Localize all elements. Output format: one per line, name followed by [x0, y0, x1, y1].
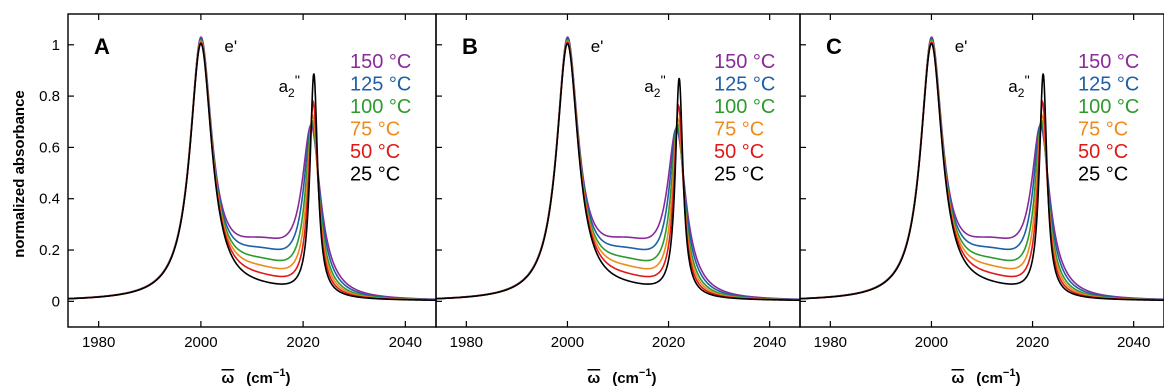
- x-tick-label: 2040: [753, 334, 786, 351]
- y-tick-label: 0.8: [39, 88, 60, 105]
- x-tick-label: 2020: [1016, 334, 1049, 351]
- legend-entry: 100 °C: [350, 96, 411, 118]
- x-tick-label: 2020: [286, 334, 319, 351]
- x-axis-title: ω (cm−1): [222, 367, 291, 387]
- x-tick-label: 1980: [82, 334, 115, 351]
- legend-entry: 50 °C: [1078, 141, 1128, 163]
- x-tick-label: 2020: [652, 334, 685, 351]
- x-tick-label: 2000: [551, 334, 584, 351]
- legend-entry: 125 °C: [350, 74, 411, 96]
- curves: [799, 36, 1164, 302]
- x-axis-title: ω (cm−1): [588, 367, 657, 387]
- a2-double-prime-label: a2'': [1008, 72, 1030, 100]
- legend-entry: 150 °C: [1078, 51, 1139, 73]
- legend-entry: 75 °C: [714, 119, 764, 141]
- plot-frame: [799, 13, 1164, 328]
- panel-letter: A: [94, 34, 110, 59]
- panel-letter: C: [826, 34, 842, 59]
- x-axis-title: ω (cm−1): [952, 367, 1021, 387]
- series-line-25c: [435, 42, 801, 302]
- legend-entry: 25 °C: [714, 164, 764, 186]
- panel-letter: B: [462, 34, 478, 59]
- legend-entry: 50 °C: [714, 141, 764, 163]
- legend-entry: 100 °C: [1078, 96, 1139, 118]
- legend-entry: 125 °C: [1078, 74, 1139, 96]
- curves: [435, 36, 801, 302]
- x-tick-label: 2040: [389, 334, 422, 351]
- e-prime-label: e': [591, 37, 604, 56]
- e-prime-label: e': [955, 37, 968, 56]
- series-line-25c: [799, 42, 1164, 302]
- x-tick-label: 2040: [1117, 334, 1150, 351]
- y-axis-title: normalized absorbance: [11, 90, 28, 258]
- y-tick-label: 0.6: [39, 139, 60, 156]
- legend-entry: 150 °C: [350, 51, 411, 73]
- legend-entry: 100 °C: [714, 96, 775, 118]
- legend-entry: 75 °C: [1078, 119, 1128, 141]
- y-tick-label: 0.2: [39, 242, 60, 259]
- x-tick-label: 2000: [915, 334, 948, 351]
- y-tick-label: 0: [52, 293, 60, 310]
- x-tick-label: 2000: [184, 334, 217, 351]
- legend-entry: 25 °C: [1078, 164, 1128, 186]
- curves: [67, 36, 437, 302]
- legend-entry: 50 °C: [350, 141, 400, 163]
- y-axis-title-group: normalized absorbance: [11, 90, 28, 258]
- legend-entry: 150 °C: [714, 51, 775, 73]
- a2-double-prime-label: a2'': [644, 72, 666, 100]
- a2-double-prime-label: a2'': [279, 72, 301, 100]
- series-line-25c: [67, 42, 436, 302]
- y-tick-label: 0.4: [39, 191, 60, 208]
- x-tick-label: 1980: [450, 334, 483, 351]
- legend-entry: 25 °C: [350, 164, 400, 186]
- e-prime-label: e': [224, 37, 237, 56]
- legend-entry: 125 °C: [714, 74, 775, 96]
- x-tick-label: 1980: [814, 334, 847, 351]
- legend-entry: 75 °C: [350, 119, 400, 141]
- y-tick-label: 1: [52, 37, 60, 54]
